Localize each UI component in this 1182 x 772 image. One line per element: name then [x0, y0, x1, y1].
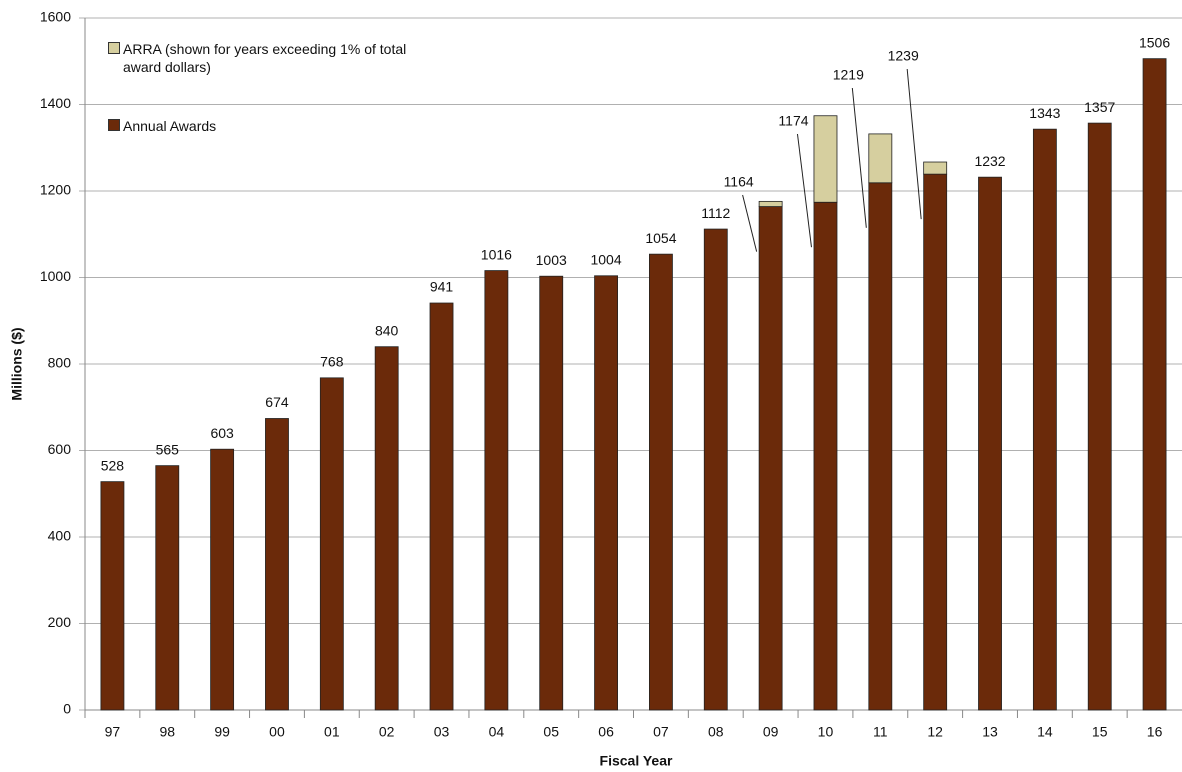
data-label: 1219	[833, 67, 864, 83]
bar-segment	[265, 418, 289, 711]
bar-segment	[758, 206, 783, 711]
bar-segment	[649, 253, 673, 711]
bar-segment	[429, 302, 454, 711]
x-tick-label: 01	[324, 724, 340, 740]
data-label: 840	[375, 322, 399, 338]
x-tick-label: 97	[105, 724, 121, 740]
data-label: 603	[210, 425, 234, 441]
data-label: 1506	[1139, 34, 1170, 50]
y-tick-label: 1000	[40, 268, 71, 284]
callout-line	[796, 133, 812, 248]
x-tick-label: 15	[1092, 724, 1108, 740]
y-tick-label: 800	[48, 355, 72, 371]
data-label: 1164	[724, 174, 754, 190]
bar-segment	[1087, 122, 1112, 711]
bar-segment	[978, 176, 1002, 711]
x-axis-title: Fiscal Year	[600, 753, 673, 769]
callout-line	[906, 68, 922, 220]
data-label: 1174	[778, 113, 808, 129]
bar-segment	[1142, 58, 1167, 711]
x-tick-label: 02	[379, 724, 395, 740]
bar-segment	[319, 377, 344, 711]
x-tick-label: 14	[1037, 724, 1053, 740]
x-tick-label: 09	[763, 724, 779, 740]
callout-line	[742, 194, 758, 252]
legend-swatch	[108, 42, 120, 54]
bar-segment	[1032, 128, 1057, 711]
data-label: 1016	[481, 246, 512, 262]
bar-segment	[703, 228, 728, 711]
bar-segment	[210, 448, 235, 711]
data-label: 768	[320, 354, 344, 370]
x-tick-label: 08	[708, 724, 724, 740]
bar-segment	[923, 161, 948, 175]
y-tick-label: 200	[48, 614, 72, 630]
data-label: 1239	[888, 48, 919, 64]
x-tick-label: 04	[489, 724, 505, 740]
x-tick-label: 13	[982, 724, 998, 740]
x-tick-label: 16	[1147, 724, 1163, 740]
y-tick-label: 1400	[40, 95, 71, 111]
bar-segment	[868, 182, 893, 711]
y-tick-label: 600	[48, 441, 72, 457]
x-tick-label: 98	[159, 724, 175, 740]
bar-segment	[100, 481, 125, 711]
x-tick-label: 99	[214, 724, 230, 740]
y-tick-label: 1600	[40, 9, 71, 25]
data-label: 1343	[1029, 105, 1060, 121]
x-tick-label: 05	[543, 724, 559, 740]
data-label: 1357	[1084, 99, 1115, 115]
y-tick-label: 1200	[40, 182, 71, 198]
x-tick-label: 06	[598, 724, 614, 740]
data-label: 941	[430, 279, 454, 295]
data-label: 565	[156, 441, 180, 457]
legend-swatch	[108, 119, 120, 131]
legend-label: ARRA (shown for years exceeding 1% of to…	[123, 41, 407, 75]
bar-segment	[813, 115, 838, 203]
x-tick-label: 12	[927, 724, 943, 740]
y-tick-label: 0	[63, 701, 71, 717]
bar-segment	[484, 270, 509, 711]
legend-label: Annual Awards	[123, 118, 217, 134]
bar-segment	[539, 275, 564, 711]
bar-segment	[374, 346, 399, 711]
x-tick-label: 07	[653, 724, 669, 740]
data-label: 1112	[701, 205, 730, 221]
x-tick-label: 00	[269, 724, 285, 740]
bar-segment	[155, 465, 180, 711]
data-label: 674	[265, 394, 289, 410]
y-tick-label: 400	[48, 528, 72, 544]
data-label: 1054	[645, 230, 676, 246]
data-label: 528	[101, 457, 125, 473]
bar-segment	[758, 200, 783, 207]
y-axis-title: Millions ($)	[9, 327, 25, 400]
data-label: 1232	[974, 153, 1005, 169]
x-tick-label: 03	[434, 724, 450, 740]
bar-segment	[813, 201, 838, 711]
data-label: 1003	[536, 252, 567, 268]
callout-line	[851, 87, 867, 228]
x-tick-label: 10	[818, 724, 834, 740]
bar-segment	[594, 275, 618, 711]
bar-segment	[923, 173, 948, 711]
x-tick-label: 11	[873, 724, 888, 740]
data-label: 1004	[590, 251, 621, 267]
bar-segment	[868, 133, 893, 184]
